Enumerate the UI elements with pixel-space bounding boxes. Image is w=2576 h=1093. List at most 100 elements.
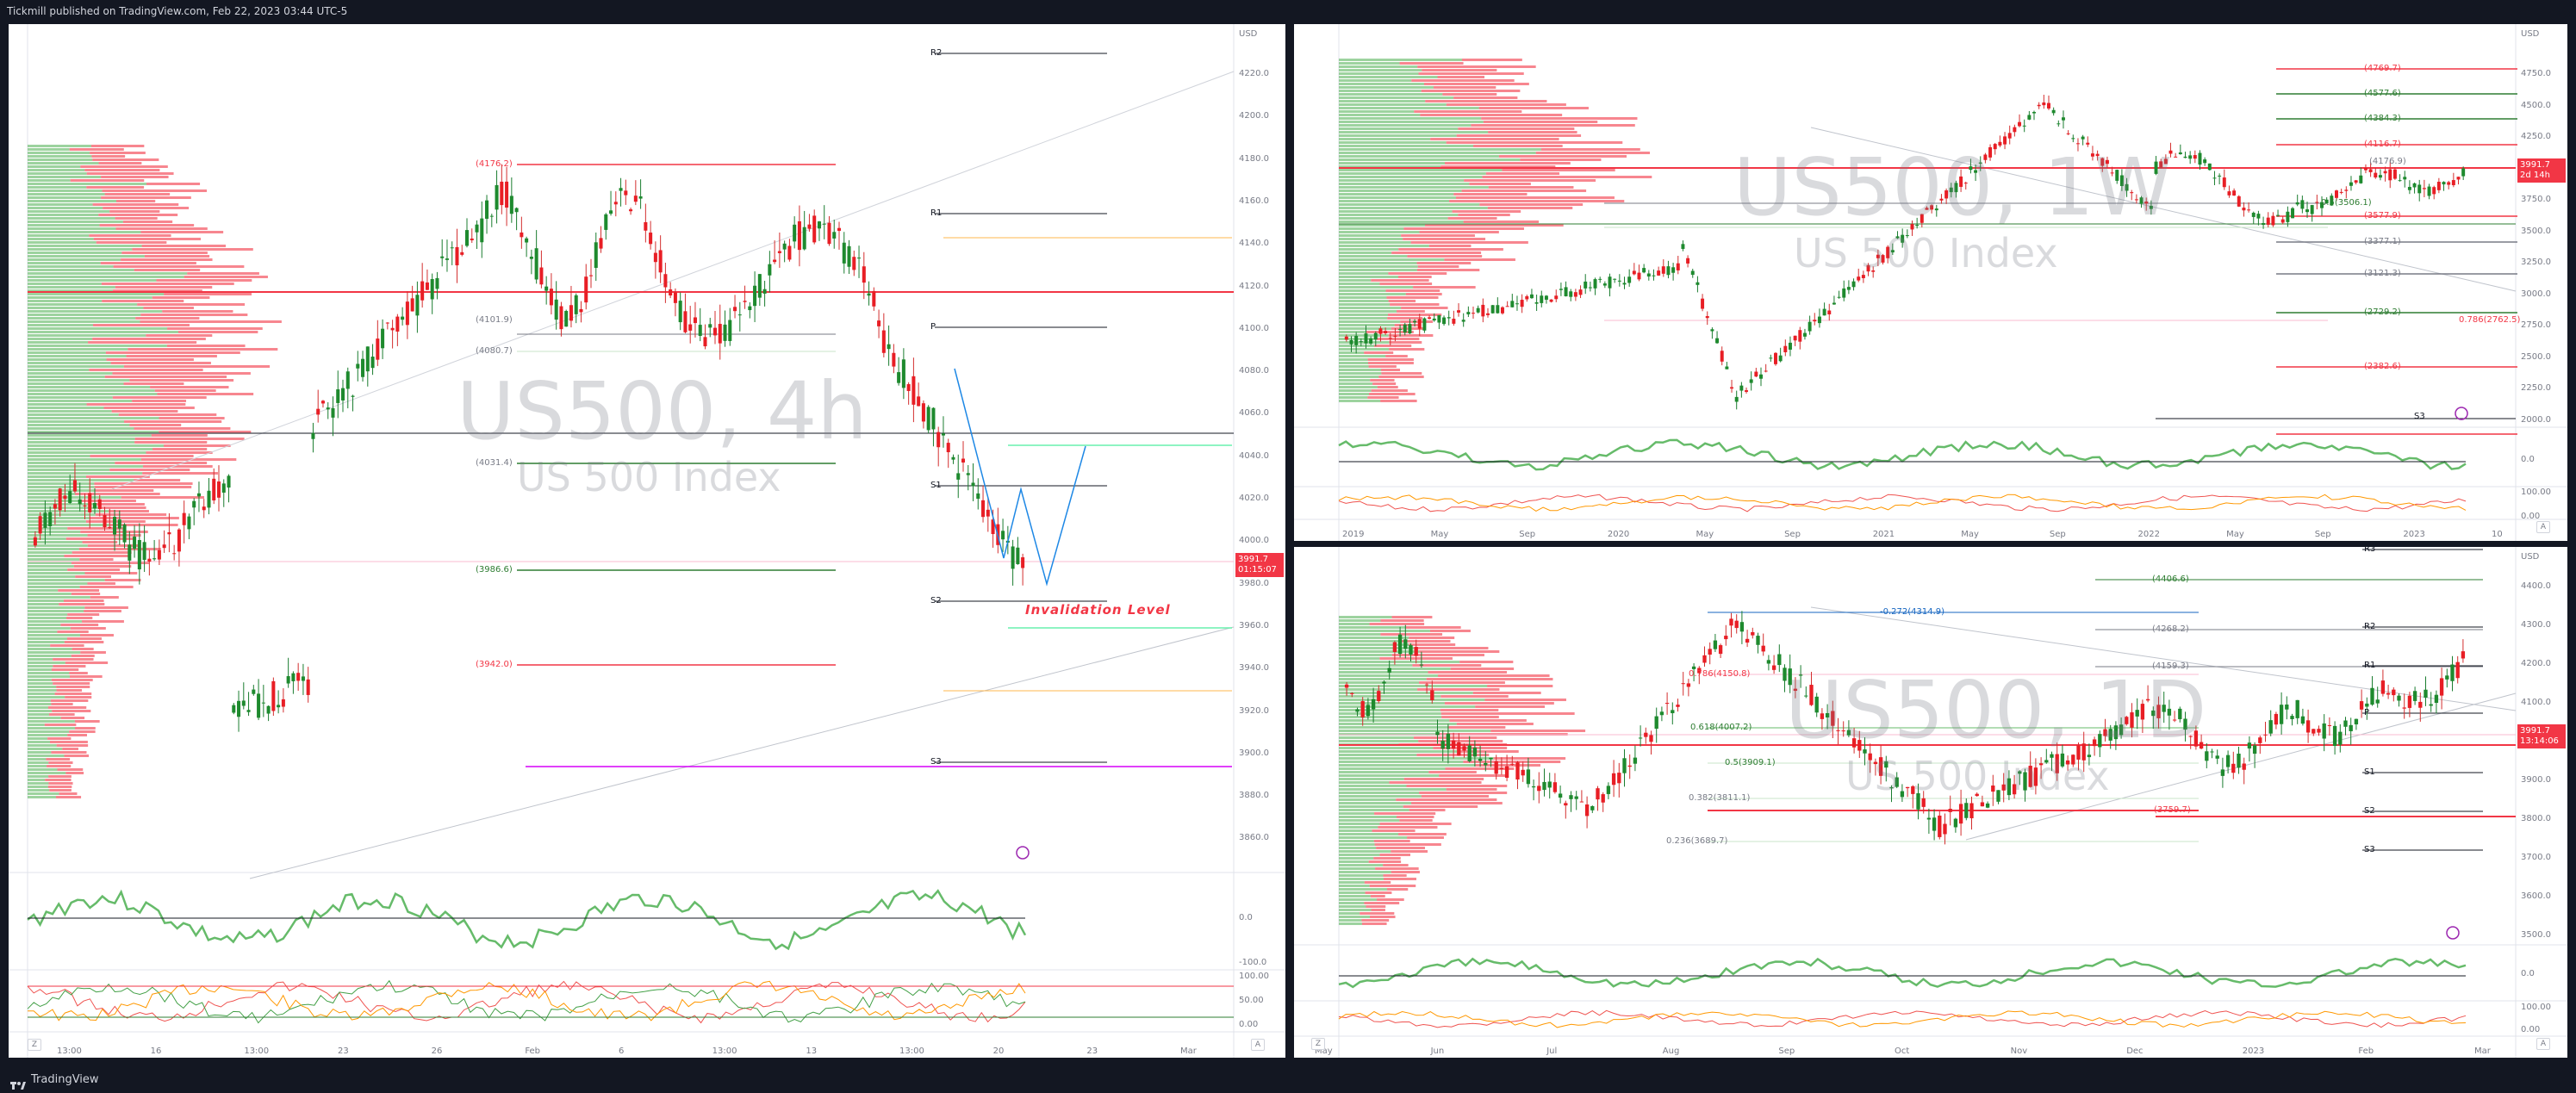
candle — [1681, 240, 1685, 252]
chart-panel-1w[interactable]: US500, 1W US 500 Index USD 4750.0 4500.0 4… — [1294, 24, 2567, 541]
volume-profile-bar — [1339, 296, 1439, 299]
candle — [2317, 725, 2321, 736]
volume-profile-bar — [28, 407, 195, 409]
time-tick: Sep — [1784, 530, 1801, 539]
candle — [1552, 773, 1558, 794]
volume-profile-bar — [1339, 327, 1423, 330]
price-tick: 3920.0 — [1239, 705, 1269, 716]
candle — [296, 662, 301, 691]
volume-profile-bar — [28, 420, 222, 423]
candle — [2032, 110, 2036, 121]
candle — [2183, 711, 2187, 742]
auto-scale-button[interactable]: A — [1251, 1039, 1265, 1051]
candle — [2398, 174, 2402, 182]
candle — [2332, 721, 2337, 755]
candle — [2322, 714, 2326, 752]
level-label: (3942.0) — [476, 660, 513, 669]
candle — [588, 258, 594, 289]
time-tick: Jun — [1430, 1046, 1445, 1056]
candle — [2225, 750, 2231, 773]
candle — [2222, 169, 2226, 190]
time-tick: Sep — [2314, 530, 2331, 539]
candle — [2295, 194, 2299, 207]
fib-label: -0.272(4314.9) — [1880, 607, 1945, 617]
volume-profile-bar — [28, 582, 115, 585]
price-tick: 3000.0 — [2521, 289, 2551, 299]
volume-profile-bar — [1339, 196, 1615, 199]
candle — [1964, 798, 1969, 821]
candle — [2061, 110, 2065, 129]
last-price: 3991.7 — [2520, 160, 2550, 170]
candle — [2119, 169, 2124, 191]
time-tick: Mar — [2474, 1046, 2491, 1056]
trend-line — [1810, 127, 2517, 292]
candle — [390, 320, 395, 349]
candle — [1531, 779, 1536, 801]
chart-canvas-1d[interactable] — [1294, 547, 2567, 1058]
price-tick: 4220.0 — [1239, 69, 1269, 78]
volume-profile-bar — [28, 427, 231, 430]
time-tick: 2021 — [1872, 530, 1895, 539]
chart-canvas-1w[interactable] — [1294, 24, 2567, 541]
candle — [1549, 299, 1553, 303]
candle — [1978, 156, 1982, 171]
volume-profile-bar — [28, 586, 134, 588]
volume-profile-bar — [28, 434, 208, 437]
volume-profile-bar — [1339, 695, 1509, 698]
volume-profile-bar — [1339, 674, 1550, 677]
candle — [2113, 721, 2119, 750]
candle — [221, 479, 226, 507]
volume-profile-bar — [28, 469, 190, 471]
time-tick: 2020 — [1607, 530, 1630, 539]
candle — [1520, 294, 1524, 314]
volume-profile-bar — [28, 606, 128, 609]
chart-panel-1d[interactable]: US500, 1D US 500 Index USD 4400.0 4300.0 4… — [1294, 547, 2567, 1058]
volume-profile-bar — [28, 307, 194, 309]
volume-profile-bar — [28, 372, 251, 375]
candle — [1510, 755, 1515, 767]
candle — [1359, 338, 1363, 346]
candle — [1949, 183, 1953, 198]
candle — [1446, 723, 1451, 764]
chart-canvas-4h[interactable] — [9, 24, 1285, 1058]
price-tick: 4200.0 — [2521, 659, 2551, 668]
candle — [966, 464, 970, 491]
candle — [2033, 758, 2038, 795]
volume-profile-bar — [28, 741, 88, 743]
zoom-button[interactable]: Z — [1311, 1038, 1325, 1050]
time-tick: 20 — [992, 1046, 1005, 1056]
candle — [1637, 264, 1641, 282]
volume-profile-bar — [1339, 719, 1527, 722]
candle — [2100, 157, 2105, 172]
auto-scale-button[interactable]: A — [2536, 521, 2550, 533]
candle — [1837, 290, 1841, 299]
volume-profile-bar — [28, 758, 71, 761]
volume-profile-bar — [1339, 210, 1521, 213]
candle — [2134, 194, 2138, 204]
candle — [1783, 339, 1788, 357]
volume-profile-bar — [28, 710, 91, 712]
volume-profile-bar — [1339, 238, 1486, 240]
auto-scale-button[interactable]: A — [2536, 1038, 2550, 1050]
volume-profile-bar — [1339, 245, 1472, 247]
candle — [1617, 762, 1621, 798]
candle — [1793, 335, 1797, 346]
candle — [2354, 179, 2358, 185]
chart-panel-4h[interactable]: US500, 4h US 500 Index USD 4220.0 4200.0 4… — [9, 24, 1285, 1058]
zoom-button[interactable]: Z — [28, 1039, 41, 1051]
candle — [63, 483, 67, 512]
time-tick: Sep — [2049, 530, 2066, 539]
candle — [2439, 668, 2444, 710]
candle — [1676, 255, 1680, 275]
candle — [2432, 185, 2436, 200]
candle — [1622, 748, 1627, 787]
candle — [1889, 785, 1894, 803]
candle — [1916, 783, 1920, 820]
fib-label: 0.618(4007.2) — [1690, 723, 1752, 732]
candle — [1666, 260, 1671, 279]
candle — [2023, 768, 2027, 802]
candle — [1841, 721, 1845, 737]
volume-profile-bar — [1339, 90, 1521, 92]
volume-profile-bar — [28, 386, 229, 388]
candle — [2205, 742, 2209, 769]
